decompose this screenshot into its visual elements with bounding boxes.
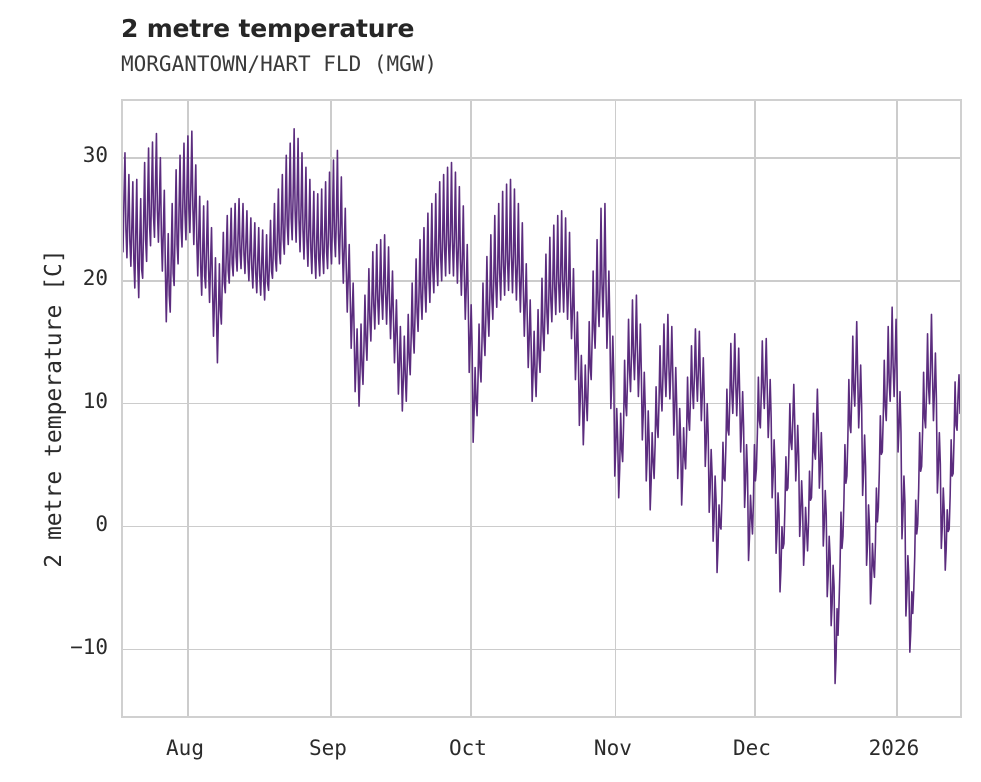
gridline-vertical [753, 101, 756, 716]
gridline-horizontal [123, 157, 960, 159]
y-tick-label: 20 [82, 265, 108, 290]
gridline-horizontal [123, 402, 960, 405]
y-tick-label: 0 [95, 511, 108, 536]
temperature-series-line [123, 127, 960, 685]
x-tick-label: 2026 [868, 736, 920, 760]
chart-subtitle-station: MORGANTOWN/HART FLD (MGW) [121, 52, 438, 76]
gridline-vertical [469, 101, 472, 716]
y-axis-tick-labels: 30 20 10 0 −10 [0, 99, 108, 718]
y-tick-label: 10 [82, 388, 108, 413]
x-tick-label: Nov [593, 736, 632, 760]
plot-area [121, 99, 962, 718]
gridline-horizontal [123, 525, 960, 528]
x-tick-label: Dec [732, 736, 771, 760]
gridline-vertical [329, 101, 332, 716]
y-tick-label: 30 [82, 143, 108, 168]
gridline-vertical [187, 101, 189, 716]
y-tick-label: −10 [70, 634, 108, 659]
x-tick-label: Aug [166, 736, 204, 760]
gridline-vertical [614, 101, 617, 716]
x-tick-label: Sep [309, 736, 347, 760]
x-tick-label: Oct [448, 736, 487, 760]
x-axis-tick-labels: Aug Sep Oct Nov Dec 2026 [121, 736, 962, 770]
gridline-horizontal [123, 648, 960, 651]
page-title: 2 metre temperature [121, 14, 415, 43]
